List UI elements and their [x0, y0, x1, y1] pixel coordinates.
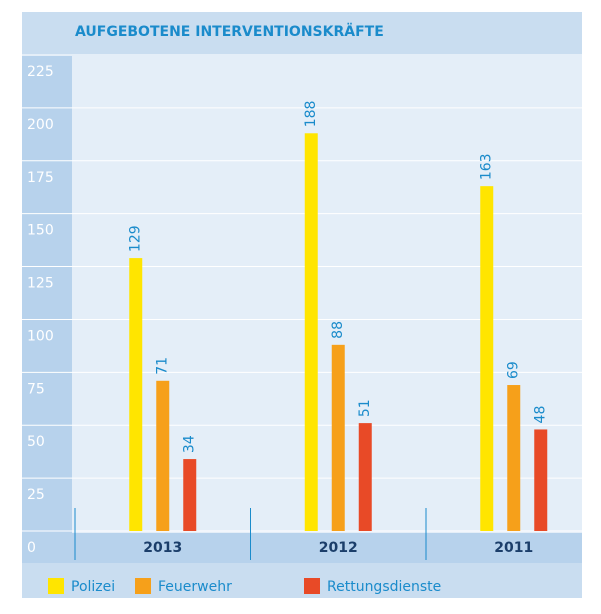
bar: [358, 423, 372, 531]
x-tick-label: 2013: [143, 540, 182, 556]
y-tick-label: 100: [27, 328, 54, 344]
x-tick-label: 2012: [319, 540, 358, 556]
value-label: 48: [533, 406, 549, 424]
legend-swatch: [48, 578, 64, 594]
value-label: 34: [182, 435, 198, 453]
y-tick-label: 150: [27, 223, 54, 239]
x-axis-band: [22, 533, 582, 563]
legend-label: Rettungsdienste: [327, 579, 441, 595]
y-tick-label: 175: [27, 170, 54, 186]
bar: [534, 429, 548, 531]
bar: [304, 133, 318, 531]
value-label: 71: [155, 357, 171, 375]
value-label: 69: [506, 361, 522, 379]
bar: [331, 344, 345, 531]
y-tick-label: 25: [27, 487, 45, 503]
legend-label: Polizei: [71, 579, 115, 595]
value-label: 51: [357, 399, 373, 417]
plot-area: [72, 56, 582, 533]
y-tick-label: 125: [27, 276, 54, 292]
bar: [480, 186, 494, 532]
y-tick-label: 75: [27, 381, 45, 397]
x-tick-label: 2011: [494, 540, 533, 556]
y-axis-band: [22, 56, 72, 533]
legend-label: Feuerwehr: [158, 579, 232, 595]
value-label: 188: [303, 101, 319, 128]
y-tick-label: 200: [27, 117, 54, 133]
value-label: 88: [330, 321, 346, 339]
bar: [156, 380, 170, 531]
value-label: 129: [128, 225, 144, 252]
bar: [507, 385, 521, 531]
bar: [129, 258, 143, 531]
value-label: 163: [479, 153, 495, 180]
y-tick-label: 50: [27, 434, 45, 450]
legend-swatch: [135, 578, 151, 594]
bar: [183, 459, 197, 531]
y-tick-label: 0: [27, 540, 36, 556]
y-tick-label: 225: [27, 64, 54, 80]
legend-swatch: [304, 578, 320, 594]
chart-title: AUFGEBOTENE INTERVENTIONSKRÄFTE: [75, 23, 384, 40]
